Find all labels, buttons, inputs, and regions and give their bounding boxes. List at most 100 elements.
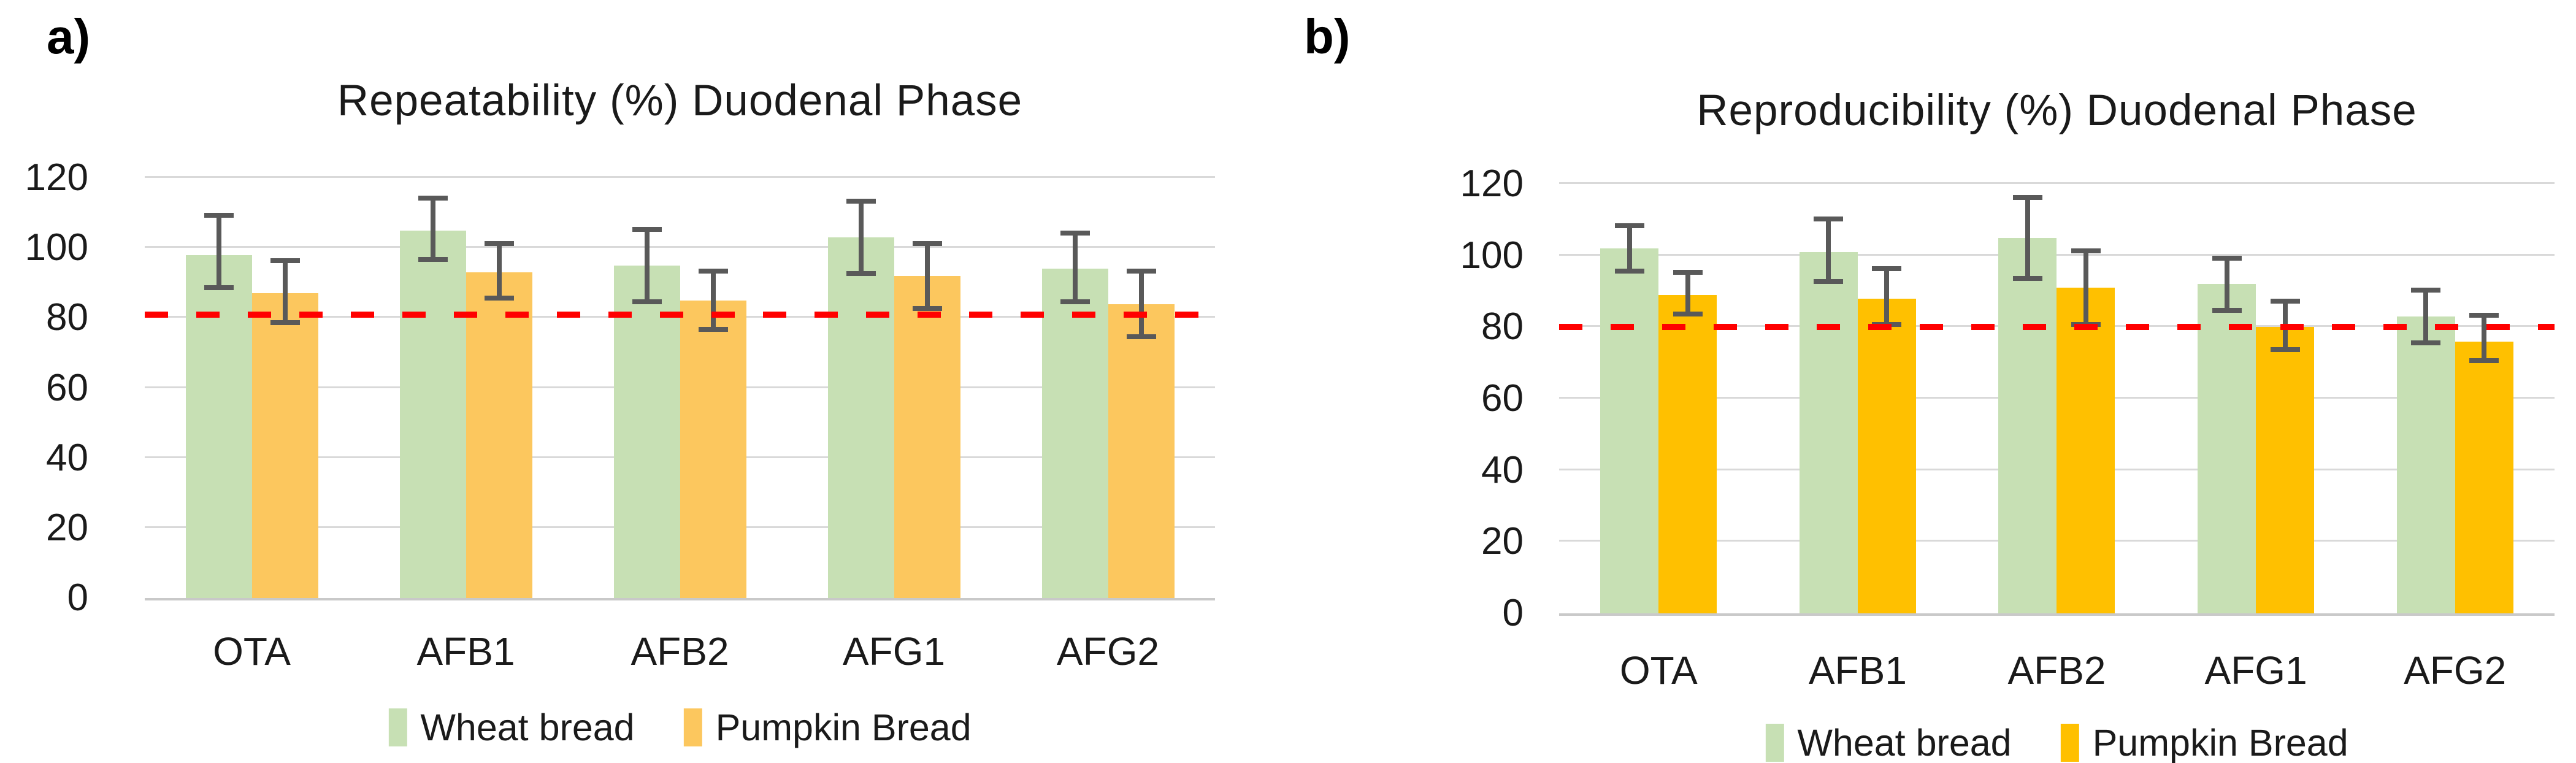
gridline-120: [145, 176, 1215, 178]
x-category-label-afb1: AFB1: [1808, 648, 1907, 692]
barwrap-pumpkin-bread-afb1: [466, 178, 532, 598]
bar-pumpkin-bread-ota: [1658, 294, 1717, 613]
group-afb2: [573, 178, 787, 598]
gridline-120: [1559, 182, 2555, 184]
group-afb1: [359, 178, 573, 598]
error-bar-wheat-bread-afg2: [2411, 288, 2441, 345]
error-bar-wheat-bread-afg1: [846, 199, 876, 276]
bar-pumpkin-bread-afg2: [2455, 341, 2513, 613]
legend-label-pumpkin-bread: Pumpkin Bread: [2092, 722, 2348, 763]
barwrap-wheat-bread-afg1: [827, 178, 894, 598]
y-tick-label-60: 60: [46, 366, 88, 409]
error-bar-stem: [2482, 318, 2487, 358]
bar-wheat-bread-afb1: [1799, 251, 1858, 613]
error-bar-pumpkin-bread-afg2: [1126, 269, 1156, 339]
panel-b-label: b): [1304, 9, 1351, 64]
barwrap-pumpkin-bread-afg2: [1108, 178, 1175, 598]
legend-label-pumpkin-bread: Pumpkin Bread: [715, 707, 972, 748]
error-bar-pumpkin-bread-afb2: [2071, 248, 2101, 328]
x-axis-labels: OTA AFB1 AFB2 AFG1 AFG2: [145, 629, 1215, 674]
error-bar-wheat-bread-ota: [1614, 223, 1644, 274]
y-tick-label-40: 40: [46, 436, 88, 479]
y-tick-label-80: 80: [1481, 305, 1524, 348]
barwrap-pumpkin-bread-ota: [1658, 184, 1717, 613]
legend-swatch-pumpkin-bread: [683, 708, 702, 746]
error-bar-stem: [1685, 275, 1690, 312]
error-bar-stem: [1072, 235, 1078, 299]
barwrap-pumpkin-bread-afb2: [680, 178, 746, 598]
bar-pumpkin-bread-afg2: [1108, 304, 1175, 598]
bar-pumpkin-bread-afg1: [2256, 327, 2315, 613]
x-axis-labels: OTA AFB1 AFB2 AFG1 AFG2: [1559, 648, 2555, 693]
legend: Wheat bread Pumpkin Bread: [1765, 721, 2348, 763]
bar-pumpkin-bread-afb1: [466, 272, 532, 598]
barwrap-pumpkin-bread-ota: [251, 178, 318, 598]
legend-swatch-wheat-bread: [388, 708, 407, 746]
legend-swatch-wheat-bread: [1765, 724, 1784, 762]
error-bar-pumpkin-bread-afg1: [912, 240, 942, 311]
plot-area: 0 20 40 60 80 100 120 OTA AFB1 AFB2 AFG1 AFG2 Wheat …: [1460, 165, 2555, 763]
legend-swatch-pumpkin-bread: [2060, 724, 2079, 762]
gridline-100: [145, 246, 1215, 248]
error-bar-wheat-bread-afg2: [1060, 230, 1090, 304]
y-tick-label-120: 120: [25, 156, 88, 199]
error-bar-wheat-bread-afb2: [632, 226, 662, 304]
error-bar-stem: [430, 200, 435, 257]
bar-wheat-bread-ota: [1600, 248, 1659, 613]
legend-item-pumpkin-bread: Pumpkin Bread: [683, 706, 972, 749]
barwrap-wheat-bread-afb2: [613, 178, 680, 598]
x-category-label-afg2: AFG2: [2404, 648, 2507, 692]
panel-b: b) Reproducibility (%) Duodenal Phase 0 2…: [1288, 0, 2576, 763]
error-bar-stem: [2224, 260, 2229, 308]
error-bar-pumpkin-bread-ota: [270, 258, 300, 325]
barwrap-wheat-bread-afg1: [2198, 184, 2256, 613]
plot-area: 0 20 40 60 80 100 120 OTA AFB1 AFB2 AFG1 AFG2 Wheat …: [25, 159, 1215, 748]
barwrap-wheat-bread-ota: [185, 178, 252, 598]
group-afb1: [1758, 184, 1958, 613]
x-category-label-ota: OTA: [1619, 648, 1698, 692]
bar-groups: [1559, 184, 2555, 613]
error-bar-stem: [644, 231, 650, 299]
y-tick-label-20: 20: [1481, 520, 1524, 563]
y-tick-label-60: 60: [1481, 377, 1524, 420]
panel-a-label: a): [47, 9, 91, 64]
bar-wheat-bread-afg2: [2396, 316, 2455, 613]
bar-pumpkin-bread-afg1: [894, 275, 960, 598]
error-bar-stem: [858, 204, 864, 271]
y-tick-label-120: 120: [1460, 163, 1524, 205]
error-bar-stem: [1826, 221, 1831, 280]
group-afg2: [2355, 184, 2555, 613]
barwrap-pumpkin-bread-afg1: [2256, 184, 2315, 613]
error-bar-stem: [924, 245, 930, 306]
barwrap-wheat-bread-ota: [1600, 184, 1659, 613]
group-ota: [1559, 184, 1758, 613]
bar-wheat-bread-afb2: [1998, 237, 2057, 613]
error-bar-stem: [710, 274, 716, 328]
y-tick-label-20: 20: [46, 506, 88, 549]
group-afg2: [1001, 178, 1215, 598]
group-afg1: [2156, 184, 2356, 613]
legend-label-wheat-bread: Wheat bread: [420, 707, 635, 748]
error-bar-stem: [496, 245, 502, 296]
barwrap-pumpkin-bread-afb2: [2057, 184, 2115, 613]
bar-groups: [145, 178, 1215, 598]
reference-line: [145, 311, 1215, 318]
error-bar-stem: [1627, 228, 1632, 269]
x-category-label-ota: OTA: [213, 629, 291, 673]
barwrap-wheat-bread-afg2: [2396, 184, 2455, 613]
error-bar-stem: [2423, 293, 2429, 340]
barwrap-pumpkin-bread-afb1: [1857, 184, 1916, 613]
legend-label-wheat-bread: Wheat bread: [1797, 722, 2012, 763]
error-bar-stem: [1884, 271, 1890, 323]
y-tick-label-100: 100: [25, 226, 88, 269]
bar-wheat-bread-ota: [185, 255, 252, 598]
bar-wheat-bread-afg1: [2198, 284, 2256, 613]
x-category-label-afb1: AFB1: [416, 629, 515, 673]
error-bar-pumpkin-bread-ota: [1673, 270, 1703, 316]
error-bar-pumpkin-bread-afg2: [2469, 313, 2499, 363]
error-bar-stem: [282, 263, 288, 320]
group-afg1: [787, 178, 1001, 598]
barwrap-wheat-bread-afb1: [1799, 184, 1858, 613]
error-bar-stem: [2083, 253, 2088, 323]
reference-line: [1559, 324, 2555, 331]
